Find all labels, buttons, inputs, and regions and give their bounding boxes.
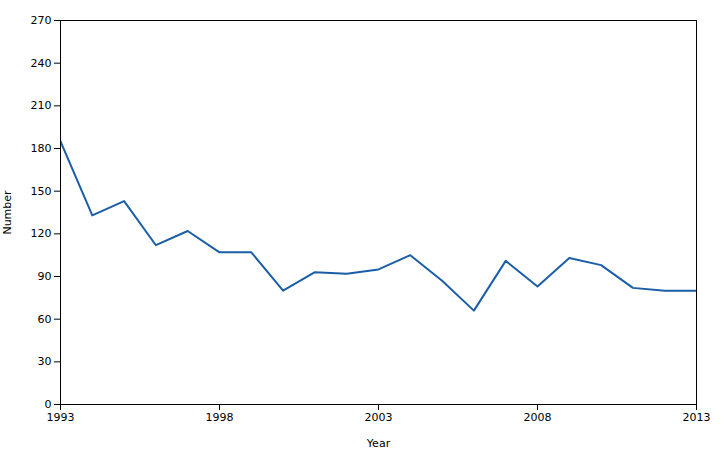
svg-text:90: 90 — [38, 270, 52, 283]
svg-text:0: 0 — [45, 398, 52, 411]
svg-text:2013: 2013 — [683, 411, 711, 424]
svg-text:180: 180 — [31, 142, 52, 155]
svg-text:270: 270 — [31, 14, 52, 27]
svg-text:1993: 1993 — [47, 411, 75, 424]
svg-text:150: 150 — [31, 185, 52, 198]
svg-text:60: 60 — [38, 313, 52, 326]
svg-text:210: 210 — [31, 99, 52, 112]
svg-text:30: 30 — [38, 355, 52, 368]
svg-text:2008: 2008 — [524, 411, 552, 424]
svg-text:240: 240 — [31, 57, 52, 70]
svg-text:1998: 1998 — [206, 411, 234, 424]
svg-text:120: 120 — [31, 227, 52, 240]
svg-text:Year: Year — [366, 437, 391, 449]
svg-text:Number: Number — [1, 190, 14, 235]
svg-text:2003: 2003 — [365, 411, 393, 424]
